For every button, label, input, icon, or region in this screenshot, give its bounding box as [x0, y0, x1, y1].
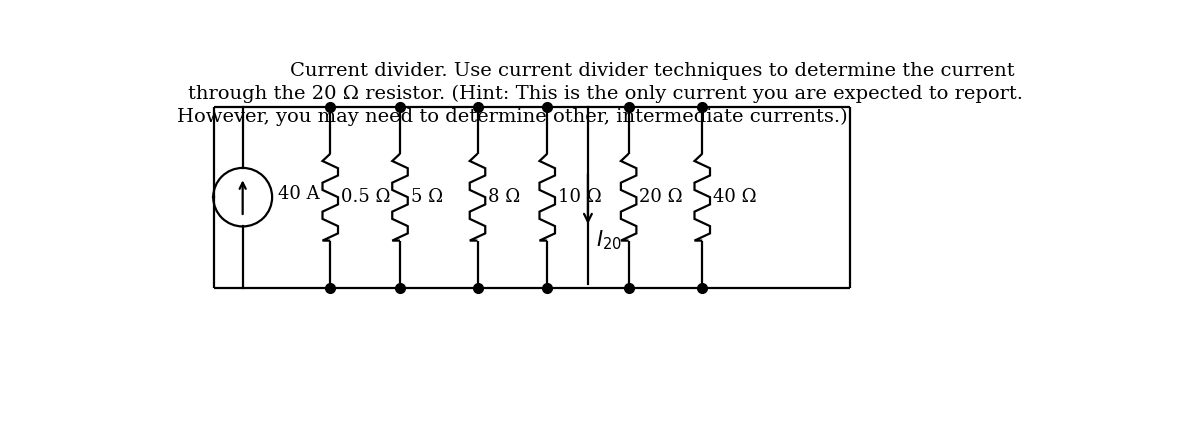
Text: Current divider. Use current divider techniques to determine the current: Current divider. Use current divider tec… [289, 62, 1014, 80]
Text: through the 20 Ω resistor. (Hint: This is the only current you are expected to r: through the 20 Ω resistor. (Hint: This i… [188, 85, 1023, 103]
Text: 8 Ω: 8 Ω [488, 188, 520, 206]
Text: 0.5 Ω: 0.5 Ω [341, 188, 391, 206]
Text: However, you may need to determine other, intermediate currents.): However, you may need to determine other… [177, 108, 847, 126]
Text: $\mathit{I}_{20}$: $\mathit{I}_{20}$ [596, 228, 621, 252]
Text: 5 Ω: 5 Ω [411, 188, 443, 206]
Text: 40 Ω: 40 Ω [713, 188, 757, 206]
Text: 10 Ω: 10 Ω [558, 188, 602, 206]
Text: 40 A: 40 A [278, 185, 320, 203]
Text: 20 Ω: 20 Ω [640, 188, 683, 206]
